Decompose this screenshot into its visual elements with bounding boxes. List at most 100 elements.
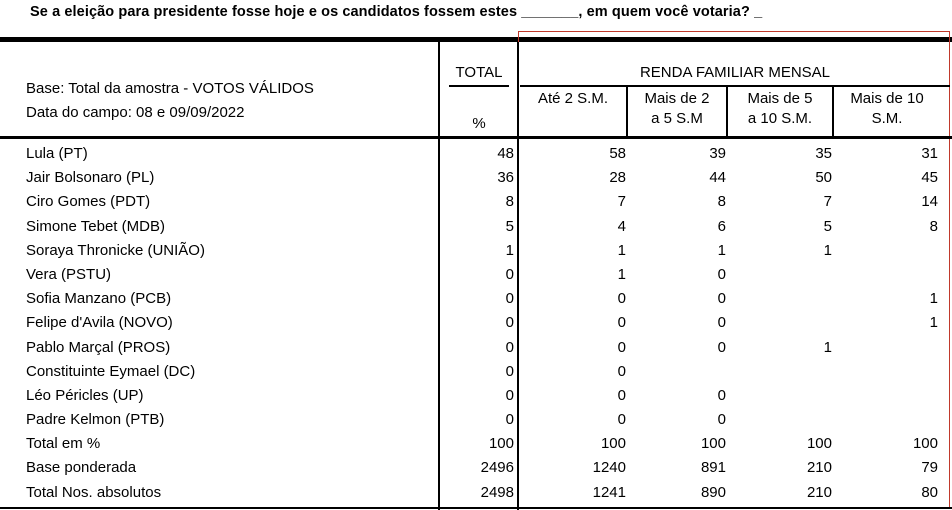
col-header-line1: Mais de 2 bbox=[644, 90, 710, 107]
income-2to5-value: 1 bbox=[717, 241, 726, 259]
income-upto2-value: 1 bbox=[617, 265, 626, 283]
income-upto2-value: 0 bbox=[617, 314, 626, 332]
income-over10-value: 14 bbox=[921, 193, 938, 211]
row-label: Pablo Marçal (PROS) bbox=[26, 338, 171, 356]
row-label: Sofia Manzano (PCB) bbox=[26, 290, 172, 308]
table-row: Padre Kelmon (PTB) 0 0 0 bbox=[0, 409, 952, 433]
header-divider-3 bbox=[832, 86, 834, 136]
income-over10-value: 1 bbox=[929, 314, 938, 332]
income-2to5-value: 0 bbox=[717, 314, 726, 332]
row-label: Constituinte Eymael (DC) bbox=[26, 362, 196, 380]
field-date-line: Data do campo: 08 e 09/09/2022 bbox=[26, 104, 245, 121]
income-5to10-value: 1 bbox=[823, 338, 832, 356]
table-row: Ciro Gomes (PDT) 8 7 8 7 14 bbox=[0, 191, 952, 215]
income-over10-value: 31 bbox=[921, 145, 938, 162]
income-upto2-value: 4 bbox=[617, 217, 626, 235]
income-5to10-value: 35 bbox=[815, 145, 832, 162]
header-divider-1 bbox=[626, 86, 628, 136]
row-label: Vera (PSTU) bbox=[26, 265, 112, 283]
income-group-header: RENDA FAMILIAR MENSAL bbox=[639, 64, 831, 81]
row-label: Padre Kelmon (PTB) bbox=[26, 411, 165, 429]
bottom-rule bbox=[0, 507, 952, 509]
income-2to5-value: 44 bbox=[709, 169, 726, 187]
total-value: 0 bbox=[505, 290, 514, 308]
total-value: 2498 bbox=[480, 483, 514, 501]
income-5to10-value: 5 bbox=[823, 217, 832, 235]
income-upto2-value: 1241 bbox=[592, 483, 626, 501]
income-over10-value: 100 bbox=[912, 435, 938, 453]
row-label: Jair Bolsonaro (PL) bbox=[26, 169, 155, 187]
income-2to5-value: 0 bbox=[717, 411, 726, 429]
income-over10-value: 8 bbox=[929, 217, 938, 235]
survey-question: Se a eleição para presidente fosse hoje … bbox=[30, 4, 762, 20]
base-line: Base: Total da amostra - VOTOS VÁLIDOS bbox=[26, 80, 314, 97]
results-table: Lula (PT) 48 58 39 35 31 Jair Bolsonaro (PL) 36… bbox=[0, 143, 952, 506]
col-header-1: Até 2 S.M. bbox=[520, 89, 626, 133]
total-value: 0 bbox=[505, 265, 514, 283]
percent-label: % bbox=[472, 115, 486, 132]
income-2to5-value: 0 bbox=[717, 265, 726, 283]
header-divider-2 bbox=[726, 86, 728, 136]
table-row: Total em % 100 100 100 100 100 bbox=[0, 433, 952, 457]
total-value: 5 bbox=[505, 217, 514, 235]
income-2to5-value: 0 bbox=[717, 338, 726, 356]
group-underline bbox=[520, 85, 950, 87]
table-row: Léo Péricles (UP) 0 0 0 bbox=[0, 385, 952, 409]
income-upto2-value: 0 bbox=[617, 290, 626, 308]
income-2to5-value: 891 bbox=[700, 459, 726, 477]
total-value: 8 bbox=[505, 193, 514, 211]
income-upto2-value: 100 bbox=[600, 435, 626, 453]
income-over10-value: 79 bbox=[921, 459, 938, 477]
total-value: 0 bbox=[505, 362, 514, 380]
total-value: 2496 bbox=[480, 459, 514, 477]
total-value: 100 bbox=[488, 435, 514, 453]
total-value: 36 bbox=[497, 169, 514, 187]
row-label: Felipe d'Avila (NOVO) bbox=[26, 314, 173, 332]
total-value: 0 bbox=[505, 338, 514, 356]
income-2to5-value: 0 bbox=[717, 386, 726, 404]
income-2to5-value: 6 bbox=[717, 217, 726, 235]
col-header-4: Mais de 10 S.M. bbox=[834, 89, 940, 133]
row-label: Simone Tebet (MDB) bbox=[26, 217, 165, 235]
row-label: Total em % bbox=[26, 435, 101, 453]
question-text: Se a eleição para presidente fosse hoje … bbox=[30, 4, 750, 20]
total-value: 1 bbox=[505, 241, 514, 259]
table-row: Jair Bolsonaro (PL) 36 28 44 50 45 bbox=[0, 167, 952, 191]
total-value: 0 bbox=[505, 386, 514, 404]
col-header-line2: S.M. bbox=[871, 110, 903, 127]
divider-total-income bbox=[517, 42, 519, 510]
table-row: Vera (PSTU) 0 1 0 bbox=[0, 264, 952, 288]
income-over10-value: 80 bbox=[921, 483, 938, 501]
income-upto2-value: 58 bbox=[609, 145, 626, 162]
row-label: Soraya Thronicke (UNIÃO) bbox=[26, 241, 205, 259]
top-rule bbox=[0, 37, 952, 42]
base-info: Base: Total da amostra - VOTOS VÁLIDOS D… bbox=[26, 77, 314, 125]
row-label: Lula (PT) bbox=[26, 145, 88, 162]
col-header-line2: a 5 S.M bbox=[651, 110, 703, 127]
total-value: 0 bbox=[505, 411, 514, 429]
income-upto2-value: 7 bbox=[617, 193, 626, 211]
col-header-2: Mais de 2 a 5 S.M bbox=[628, 89, 726, 133]
table-row: Total Nos. absolutos 2498 1241 890 210 80 bbox=[0, 482, 952, 506]
divider-label-total bbox=[438, 42, 440, 510]
col-header-line2: a 10 S.M. bbox=[747, 110, 813, 127]
table-row: Base ponderada 2496 1240 891 210 79 bbox=[0, 457, 952, 481]
income-upto2-value: 1240 bbox=[592, 459, 626, 477]
income-5to10-value: 7 bbox=[823, 193, 832, 211]
income-2to5-value: 890 bbox=[700, 483, 726, 501]
income-5to10-value: 210 bbox=[806, 459, 832, 477]
income-upto2-value: 0 bbox=[617, 386, 626, 404]
income-upto2-value: 0 bbox=[617, 338, 626, 356]
table-row: Felipe d'Avila (NOVO) 0 0 0 1 bbox=[0, 312, 952, 336]
income-2to5-value: 8 bbox=[717, 193, 726, 211]
income-2to5-value: 100 bbox=[700, 435, 726, 453]
total-underline bbox=[449, 85, 509, 87]
row-label: Base ponderada bbox=[26, 459, 137, 477]
income-5to10-value: 210 bbox=[806, 483, 832, 501]
table-row: Soraya Thronicke (UNIÃO) 1 1 1 1 bbox=[0, 240, 952, 264]
col-header-line1: Mais de 5 bbox=[747, 90, 813, 107]
table-row: Pablo Marçal (PROS) 0 0 0 1 bbox=[0, 337, 952, 361]
income-upto2-value: 0 bbox=[617, 411, 626, 429]
total-value: 48 bbox=[497, 145, 514, 162]
income-upto2-value: 0 bbox=[617, 362, 626, 380]
